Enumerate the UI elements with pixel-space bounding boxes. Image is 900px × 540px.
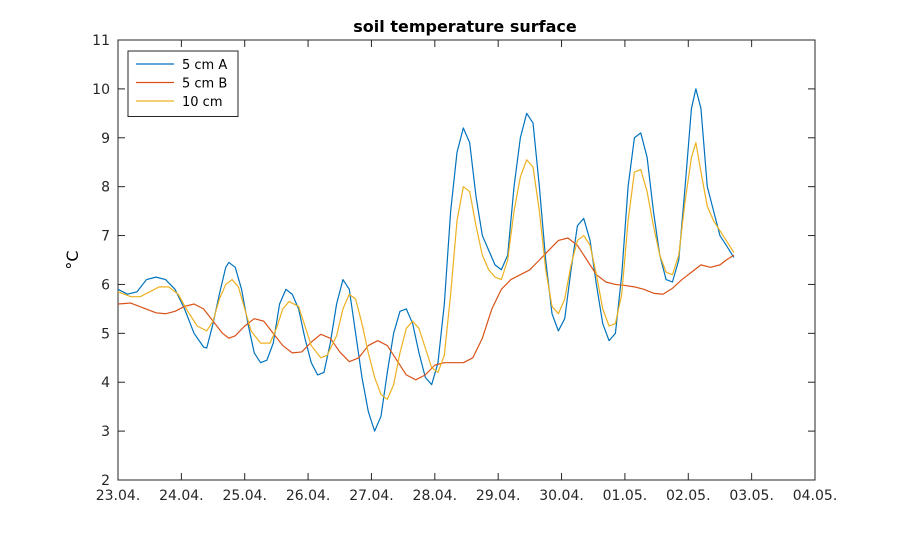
x-tick-label: 28.04. bbox=[413, 488, 458, 504]
y-tick-label: 5 bbox=[101, 326, 110, 342]
series-line-2 bbox=[117, 237, 735, 381]
series-line-3 bbox=[117, 142, 735, 400]
series-line-1 bbox=[117, 88, 735, 432]
x-tick-label: 23.04. bbox=[96, 488, 141, 504]
y-tick-label: 9 bbox=[101, 131, 110, 147]
x-tick-label: 03.05. bbox=[729, 488, 774, 504]
x-tick-label: 24.04. bbox=[159, 488, 204, 504]
legend-label-1: 5 cm A bbox=[182, 58, 227, 73]
x-tick-label: 27.04. bbox=[349, 488, 394, 504]
chart-title: soil temperature surface bbox=[353, 17, 577, 36]
tick-layer: 2 3 4 5 6 7 8 9 10 11 23.04. 24.04. 25.04. 26.04. 27.0… bbox=[92, 33, 837, 504]
y-tick-label: 11 bbox=[92, 33, 110, 49]
y-tick-label: 3 bbox=[101, 424, 110, 440]
x-tick-label: 01.05. bbox=[603, 488, 648, 504]
x-tick-label: 02.05. bbox=[666, 488, 711, 504]
y-tick-label: 4 bbox=[101, 375, 110, 391]
x-tick-label: 26.04. bbox=[286, 488, 331, 504]
legend: 5 cm A 5 cm B 10 cm bbox=[127, 50, 239, 117]
x-tick-label: 04.05. bbox=[793, 488, 838, 504]
legend-label-3: 10 cm bbox=[182, 95, 223, 110]
y-tick-label: 7 bbox=[101, 229, 110, 245]
y-tick-label: 8 bbox=[101, 180, 110, 196]
x-tick-label: 29.04. bbox=[476, 488, 521, 504]
y-tick-label: 10 bbox=[92, 82, 110, 98]
y-tick-label: 2 bbox=[101, 473, 110, 489]
x-tick-label: 25.04. bbox=[222, 488, 267, 504]
legend-box bbox=[127, 50, 239, 117]
series-layer bbox=[117, 88, 735, 432]
y-axis-title: °C bbox=[63, 250, 82, 269]
legend-label-2: 5 cm B bbox=[182, 77, 227, 92]
x-tick-label: 30.04. bbox=[539, 488, 584, 504]
y-tick-label: 6 bbox=[101, 277, 110, 293]
